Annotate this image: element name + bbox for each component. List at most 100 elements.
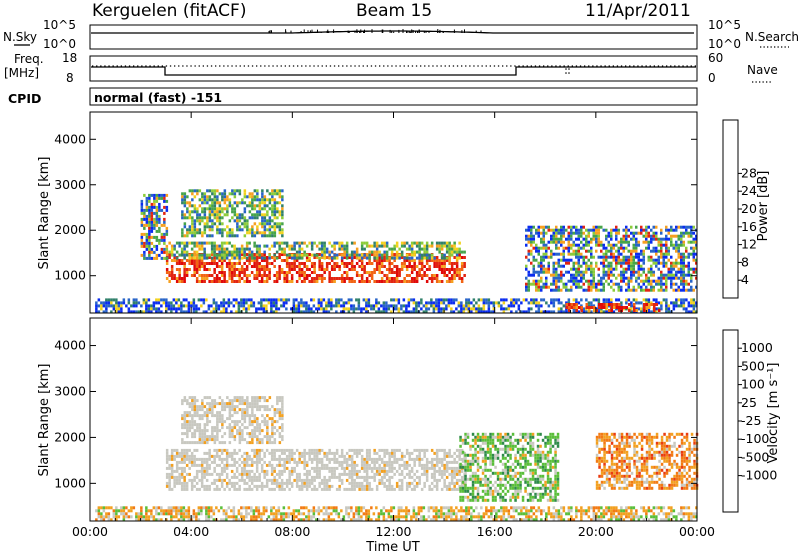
heatmap-cell bbox=[193, 195, 197, 199]
heatmap-cell bbox=[188, 201, 192, 205]
heatmap-cell bbox=[273, 256, 276, 260]
heatmap-cell bbox=[525, 228, 528, 232]
heatmap-cell bbox=[545, 255, 548, 259]
heatmap-cell bbox=[692, 298, 696, 302]
heatmap-cell bbox=[248, 192, 252, 196]
heatmap-cell bbox=[260, 307, 263, 311]
heatmap-cell bbox=[328, 466, 331, 470]
heatmap-cell bbox=[263, 207, 267, 211]
heatmap-cell bbox=[587, 228, 590, 232]
heatmap-cell bbox=[281, 216, 284, 220]
heatmap-cell bbox=[420, 307, 423, 311]
heatmap-cell bbox=[210, 259, 214, 262]
heatmap-cell bbox=[215, 487, 219, 491]
heatmap-cell bbox=[242, 307, 246, 311]
heatmap-cell bbox=[193, 405, 197, 409]
heatmap-cell bbox=[568, 306, 571, 309]
heatmap-cell bbox=[221, 426, 224, 430]
heatmap-cell bbox=[395, 265, 399, 268]
heatmap-cell bbox=[245, 307, 248, 311]
heatmap-cell bbox=[317, 304, 321, 308]
heatmap-cell bbox=[458, 241, 461, 245]
heatmap-cell bbox=[687, 270, 690, 274]
heatmap-cell bbox=[347, 298, 351, 302]
heatmap-cell bbox=[205, 274, 209, 277]
heatmap-cell bbox=[203, 423, 207, 427]
heatmap-cell bbox=[320, 277, 324, 280]
heatmap-cell bbox=[562, 285, 565, 289]
heatmap-cell bbox=[275, 310, 278, 314]
heatmap-cell bbox=[335, 301, 338, 305]
heatmap-cell bbox=[271, 213, 274, 217]
heatmap-cell bbox=[183, 423, 187, 427]
heatmap-cell bbox=[213, 448, 216, 452]
heatmap-cell bbox=[670, 243, 673, 247]
heatmap-cell bbox=[235, 475, 239, 479]
heatmap-cell bbox=[288, 457, 291, 461]
heatmap-cell bbox=[587, 240, 590, 244]
heatmap-cell bbox=[243, 189, 247, 193]
heatmap-cell bbox=[620, 276, 623, 280]
heatmap-cell bbox=[357, 304, 361, 308]
heatmap-cell bbox=[150, 226, 154, 230]
heatmap-cell bbox=[662, 276, 665, 280]
heatmap-cell bbox=[348, 487, 351, 491]
heatmap-cell bbox=[685, 228, 688, 232]
heatmap-cell bbox=[687, 273, 690, 277]
heatmap-cell bbox=[185, 457, 189, 461]
heatmap-cell bbox=[305, 481, 309, 485]
heatmap-cell bbox=[266, 429, 269, 433]
heatmap-cell bbox=[196, 408, 199, 412]
heatmap-cell bbox=[148, 223, 151, 227]
heatmap-cell bbox=[467, 301, 471, 305]
heatmap-cell bbox=[687, 231, 690, 235]
heatmap-cell bbox=[170, 259, 174, 262]
heatmap-cell bbox=[192, 301, 196, 305]
heatmap-cell bbox=[310, 310, 313, 314]
heatmap-cell bbox=[193, 244, 196, 248]
heatmap-cell bbox=[397, 301, 401, 305]
heatmap-cell bbox=[682, 231, 685, 235]
heatmap-cell bbox=[692, 240, 695, 244]
heatmap-cell bbox=[335, 466, 339, 470]
heatmap-cell bbox=[585, 228, 588, 232]
heatmap-cell bbox=[403, 475, 406, 479]
heatmap-cell bbox=[175, 250, 179, 254]
heatmap-cell bbox=[258, 426, 262, 430]
heatmap-cell bbox=[271, 189, 274, 193]
heatmap-cell bbox=[617, 282, 620, 286]
heatmap-cell bbox=[278, 414, 282, 418]
heatmap-cell bbox=[218, 210, 222, 214]
heatmap-cell bbox=[350, 484, 354, 488]
heatmap-cell bbox=[258, 472, 261, 476]
heatmap-cell bbox=[408, 463, 411, 467]
heatmap-cell bbox=[550, 310, 553, 314]
heatmap-cell bbox=[535, 304, 538, 308]
heatmap-cell bbox=[190, 481, 194, 485]
heatmap-cell bbox=[185, 253, 189, 257]
heatmap-cell bbox=[163, 247, 166, 251]
heatmap-cell bbox=[445, 268, 449, 271]
heatmap-cell bbox=[238, 429, 242, 433]
heatmap-cell bbox=[201, 210, 204, 214]
heatmap-cell bbox=[190, 247, 194, 251]
heatmap-cell bbox=[400, 280, 404, 283]
heatmap-cell bbox=[190, 304, 193, 308]
heatmap-cell bbox=[220, 253, 224, 257]
heatmap-cell bbox=[228, 411, 232, 415]
heatmap-cell bbox=[293, 451, 296, 455]
heatmap-cell bbox=[440, 259, 444, 262]
heatmap-cell bbox=[375, 265, 379, 268]
heatmap-cell bbox=[633, 306, 636, 309]
heatmap-cell bbox=[268, 228, 272, 232]
heatmap-cell bbox=[467, 298, 471, 302]
heatmap-cell bbox=[198, 204, 202, 208]
heatmap-cell bbox=[597, 279, 600, 283]
heatmap-cell bbox=[183, 274, 186, 277]
heatmap-cell bbox=[233, 268, 236, 271]
heatmap-cell bbox=[415, 301, 418, 305]
heatmap-cell bbox=[308, 481, 311, 485]
heatmap-cell bbox=[562, 310, 566, 314]
heatmap-cell bbox=[178, 454, 181, 458]
heatmap-cell bbox=[552, 276, 555, 280]
